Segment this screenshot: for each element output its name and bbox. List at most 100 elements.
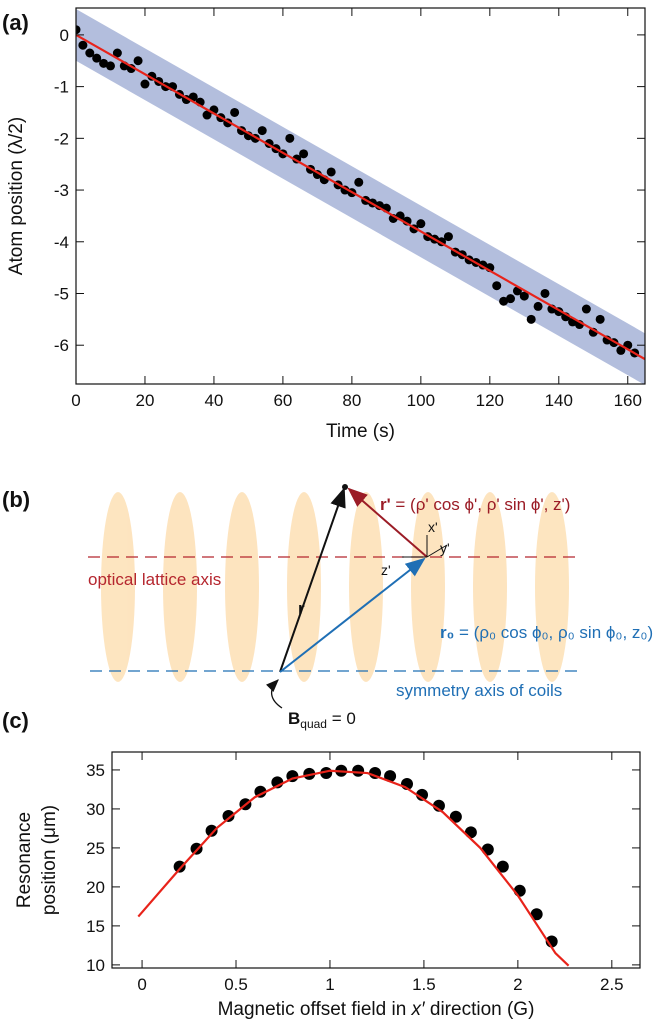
x-axis-label: x' (428, 519, 438, 535)
data-point (533, 301, 543, 311)
diagram-panel: (b) optical lattice axis symmetry axis o… (2, 484, 653, 731)
panel-label: (b) (2, 487, 30, 512)
atom (342, 484, 348, 490)
data-point (76, 25, 81, 35)
y-axis-label: Resonance (14, 812, 35, 908)
x-axis-label: Magnetic offset field in x′ direction (G… (218, 999, 535, 1020)
data-point (202, 110, 212, 120)
y-tick-label: 35 (86, 761, 105, 780)
z-axis-label: z' (381, 562, 391, 578)
data-point (416, 788, 429, 801)
r-prime-symbol: r' (380, 495, 391, 514)
x-tick-label: 140 (545, 391, 573, 410)
r0-symbol: r₀ (440, 623, 454, 642)
plot-frame (75, 7, 646, 385)
data-point (133, 56, 143, 66)
data-point (173, 860, 186, 873)
x-tick-label: 0.5 (224, 975, 248, 994)
x-tick-label: 1.5 (412, 975, 436, 994)
data-point (492, 281, 502, 291)
r0-definition: = (ρ₀ cos ϕ₀, ρ₀ sin ϕ₀, z₀) (454, 623, 653, 642)
x-axis-label-part: direction (G) (425, 999, 535, 1020)
x-tick-label: 2.5 (600, 975, 624, 994)
r-prime-definition: = (ρ' cos ϕ', ρ' sin ϕ', z') (391, 495, 571, 514)
data-point (499, 296, 509, 306)
y-tick-label: -6 (54, 336, 69, 355)
data-point (257, 126, 267, 136)
data-point (616, 345, 626, 355)
b-quad-pointer (266, 679, 283, 709)
data-point (140, 79, 150, 89)
y-tick-label: -1 (54, 78, 69, 97)
x-tick-label: 1 (325, 975, 334, 994)
y-tick-label: -5 (54, 284, 69, 303)
y-tick-label: 0 (60, 26, 69, 45)
data-point (105, 61, 115, 71)
data-point (464, 826, 477, 839)
data-point (222, 809, 235, 822)
r-label: r (298, 599, 305, 618)
lattice-sites (101, 492, 569, 682)
y-tick-label: 25 (86, 839, 105, 858)
b-subscript: quad (300, 717, 327, 731)
coil-axis-label: symmetry axis of coils (396, 681, 562, 700)
x-axis-label: Time (s) (326, 421, 395, 442)
data-point (99, 58, 109, 68)
data-point (112, 48, 122, 58)
panel-label: (c) (2, 708, 29, 733)
y-tick-label: -3 (54, 181, 69, 200)
fit-line (76, 33, 645, 361)
x-tick-label: 0 (137, 975, 146, 994)
y-tick-label: -4 (54, 233, 69, 252)
r-prime-label: r' = (ρ' cos ϕ', ρ' sin ϕ', z') (380, 495, 570, 514)
plot-area (76, 9, 645, 384)
r0-label: r₀ = (ρ₀ cos ϕ₀, ρ₀ sin ϕ₀, z₀) (440, 623, 653, 642)
plot-area (137, 764, 570, 967)
data-point (540, 288, 550, 298)
b-symbol: B (288, 709, 300, 728)
y-tick-label: -2 (54, 129, 69, 148)
chart-panel: 0 0.5 1 1.5 2 2.5 10 15 20 25 30 35 Magnetic offset … (2, 708, 641, 1020)
y-tick-label: 30 (86, 800, 105, 819)
x-tick-label: 80 (342, 391, 361, 410)
b-value: = 0 (327, 709, 356, 728)
y-tick-label: 10 (86, 956, 105, 975)
x-tick-label: 160 (614, 391, 642, 410)
y-axis-label: position (μm) (39, 805, 60, 915)
data-point (530, 908, 543, 921)
data-point (326, 167, 336, 177)
x-tick-label: 120 (476, 391, 504, 410)
x-tick-label: 40 (204, 391, 223, 410)
y-tick-label: 20 (86, 878, 105, 897)
data-point (496, 860, 509, 873)
panel-label: (a) (2, 10, 29, 35)
data-point (230, 107, 240, 117)
data-point (85, 48, 95, 58)
x-tick-label: 0 (71, 391, 80, 410)
y-axis-label: Atom position (λ/2) (6, 117, 27, 275)
x-axis-label-part: Magnetic offset field in (218, 999, 412, 1020)
x-axis-label-part: x′ (411, 999, 427, 1020)
data-point (352, 764, 365, 777)
data-point (595, 314, 605, 324)
y-tick-label: 15 (86, 917, 105, 936)
data-point (78, 40, 88, 50)
r-prime-vector (347, 487, 428, 558)
data-point (303, 767, 316, 780)
data-point (506, 294, 516, 304)
data-point (299, 149, 309, 159)
x-tick-label: 2 (513, 975, 522, 994)
data-point (384, 770, 397, 783)
r-vector (279, 487, 346, 673)
local-axes (402, 535, 448, 558)
r0-vector (279, 557, 426, 673)
chart-panel: 0 20 40 60 80 100 120 140 160 0 -1 -2 -3 -4 -5 -6 Time (… (2, 7, 646, 442)
data-point (92, 53, 102, 63)
plot-frame (111, 751, 641, 969)
data-point (205, 824, 218, 837)
b-quad-label: Bquad = 0 (288, 709, 356, 731)
data-point (449, 810, 462, 823)
data-point (354, 177, 364, 187)
lattice-axis-label: optical lattice axis (88, 570, 221, 589)
